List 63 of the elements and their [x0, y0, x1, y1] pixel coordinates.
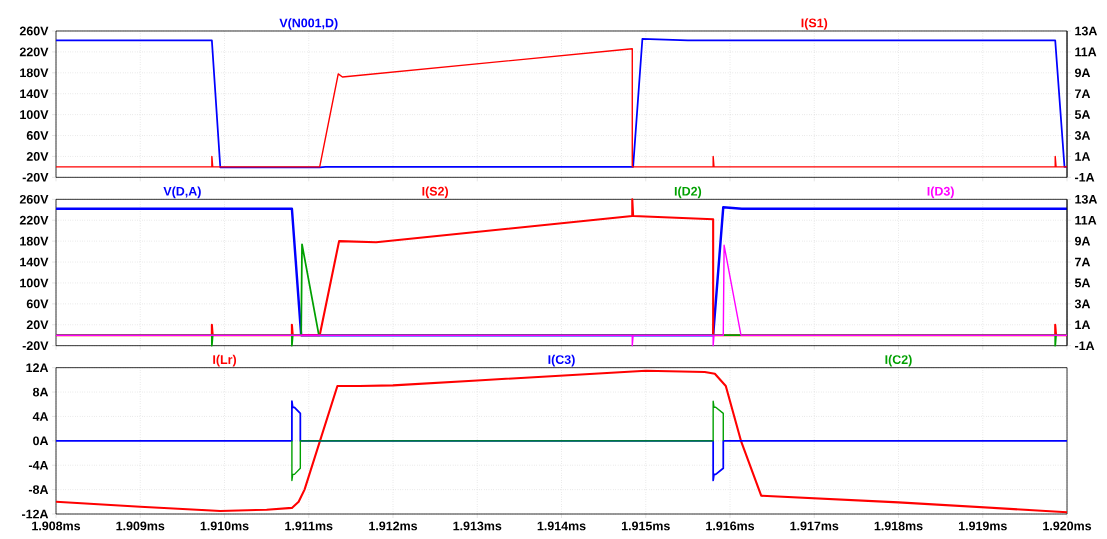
- x-tick-label: 1.912ms: [369, 521, 418, 531]
- x-tick-label: 1.913ms: [453, 521, 502, 531]
- y2-tick-label: 11A: [1075, 215, 1097, 225]
- y-tick-label: -20V: [22, 172, 49, 182]
- x-tick-label: 1.915ms: [621, 521, 670, 531]
- y2-tick-label: 1A: [1075, 152, 1091, 161]
- y-tick-label: 20V: [26, 320, 49, 330]
- y2-tick-label: -1A: [1075, 173, 1095, 182]
- text: I(D3): [927, 186, 954, 199]
- text: I(Lr): [213, 354, 237, 367]
- line-series: [54, 369, 1069, 514]
- y2-tick-label: 7A: [1075, 89, 1091, 98]
- x-tick-label: 1.918ms: [874, 521, 923, 531]
- y-tick-label: 4A: [32, 412, 49, 421]
- y-tick-label: -8A: [28, 485, 49, 495]
- y-tick-label: 260V: [19, 194, 49, 204]
- x-tick-label: 1.908ms: [32, 521, 81, 531]
- y-tick-label: 220V: [19, 47, 49, 57]
- y-tick-label: 220V: [19, 215, 49, 225]
- line-series: [291, 400, 724, 482]
- y-tick-label: 60V: [26, 131, 49, 140]
- x-tick-label: 1.916ms: [706, 521, 755, 531]
- y-tick-label: -4A: [28, 460, 49, 470]
- y2-tick-label: 7A: [1075, 257, 1091, 267]
- y-tick-label: 100V: [20, 110, 49, 120]
- text: I(C2): [885, 354, 912, 367]
- y-tick-label: -12A: [21, 509, 49, 519]
- y2-tick-label: 3A: [1074, 131, 1091, 140]
- text: I(C3): [548, 354, 575, 367]
- y-tick-label: 140V: [20, 257, 49, 267]
- y-tick-label: 0A: [33, 436, 49, 446]
- y2-tick-label: 9A: [1074, 68, 1091, 78]
- y-tick-label: 180V: [20, 68, 49, 78]
- x-tick-label: 1.917ms: [790, 521, 839, 531]
- y-tick-label: -20V: [22, 341, 49, 351]
- y-tick-label: 260V: [19, 26, 49, 36]
- x-tick-label: 1.910ms: [200, 521, 249, 531]
- x-tick-label: 1.909ms: [116, 521, 165, 531]
- x-tick-label: 1.920ms: [1043, 521, 1092, 531]
- y-tick-label: 8A: [32, 387, 49, 397]
- y2-tick-label: 5A: [1074, 278, 1091, 288]
- y-tick-label: 100V: [20, 278, 49, 288]
- y-tick-label: 180V: [20, 236, 49, 246]
- y2-tick-label: 3A: [1074, 299, 1091, 309]
- x-tick-label: 1.914ms: [537, 521, 586, 531]
- text: I(D2): [674, 186, 702, 199]
- y2-tick-label: 9A: [1074, 236, 1091, 246]
- text: V(N001,D): [279, 18, 338, 30]
- x-tick-label: 1.911ms: [285, 521, 333, 531]
- series-label: V(D,A): [163, 186, 201, 199]
- y-tick-label: 140V: [20, 89, 49, 99]
- y2-tick-label: -1A: [1075, 341, 1095, 350]
- x-tick-label: 1.919ms: [958, 521, 1007, 531]
- y-tick-label: 60V: [26, 299, 49, 309]
- y2-tick-label: 13A: [1075, 26, 1098, 36]
- text: I(S1): [801, 18, 828, 30]
- y-tick-label: 20V: [26, 152, 49, 161]
- text: I(S2): [422, 186, 449, 199]
- y2-tick-label: 13A: [1075, 194, 1098, 204]
- y-tick-label: 12A: [26, 363, 49, 373]
- y2-tick-label: 11A: [1075, 47, 1097, 57]
- y2-tick-label: 5A: [1074, 110, 1091, 119]
- y2-tick-label: 1A: [1075, 320, 1091, 330]
